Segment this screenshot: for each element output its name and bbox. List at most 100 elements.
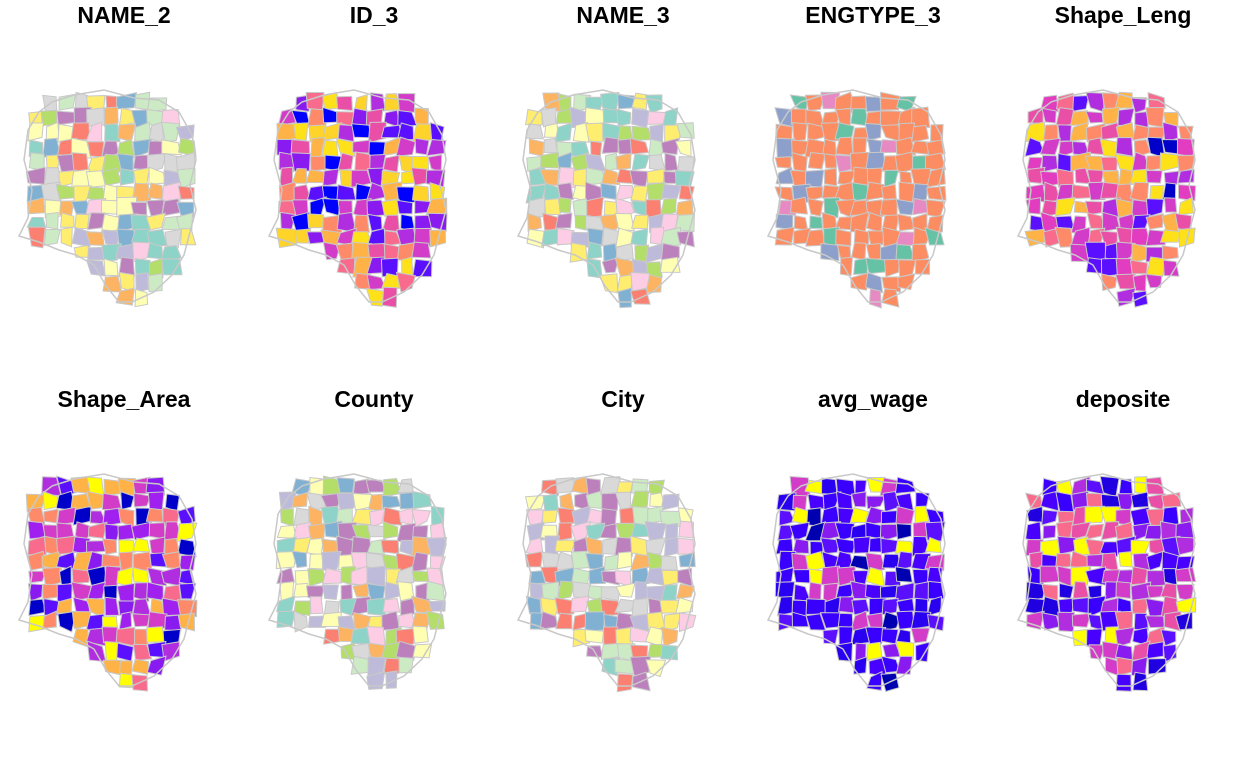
county-region <box>924 521 946 542</box>
county-region <box>413 227 433 247</box>
choropleth-map <box>17 473 198 692</box>
county-region <box>629 169 649 189</box>
county-region <box>599 213 621 233</box>
county-region <box>134 258 151 276</box>
county-region <box>675 597 694 614</box>
county-region <box>43 508 59 524</box>
county-region <box>554 122 573 143</box>
county-region <box>176 522 198 543</box>
county-region <box>1058 582 1074 599</box>
county-region <box>1084 523 1105 541</box>
map-panel-id-3: ID_3 <box>254 0 494 370</box>
county-region <box>1144 524 1164 540</box>
county-region <box>1116 656 1134 677</box>
county-region <box>1163 197 1178 213</box>
county-region <box>1146 641 1164 660</box>
province-outline <box>766 473 946 687</box>
county-region <box>1024 121 1047 142</box>
county-region <box>614 598 636 613</box>
county-region <box>1130 565 1149 586</box>
county-region <box>322 168 340 187</box>
county-region <box>793 214 809 231</box>
county-region <box>866 211 883 233</box>
county-region <box>1145 273 1163 289</box>
map-panel-shape-leng: Shape_Leng <box>1003 0 1243 370</box>
county-region <box>133 582 150 603</box>
county-region <box>555 212 573 229</box>
county-region <box>1041 107 1057 124</box>
county-region <box>645 659 667 678</box>
county-region <box>600 642 621 660</box>
county-region <box>276 524 297 540</box>
county-region <box>1178 196 1194 216</box>
panel-title: ENGTYPE_3 <box>805 2 941 28</box>
county-region <box>336 492 357 512</box>
county-region <box>896 213 916 232</box>
county-region <box>177 538 197 558</box>
map-panel-engtype-3: ENGTYPE_3 <box>753 0 993 370</box>
county-region <box>380 539 400 555</box>
county-region <box>177 505 196 528</box>
county-region <box>28 570 47 584</box>
county-region <box>381 286 398 308</box>
county-region <box>395 271 416 293</box>
county-region <box>163 537 181 557</box>
county-region <box>543 182 561 201</box>
county-region <box>365 287 384 307</box>
county-region <box>1069 550 1092 571</box>
county-region <box>864 626 887 647</box>
county-region <box>585 536 604 558</box>
county-region <box>675 199 694 216</box>
county-region <box>412 258 433 278</box>
county-region <box>1147 657 1167 675</box>
county-region <box>807 493 825 510</box>
county-region <box>1115 581 1132 600</box>
county-region <box>631 92 649 111</box>
province-outline <box>516 89 696 303</box>
county-region <box>381 272 400 290</box>
county-region <box>1116 287 1137 308</box>
county-region <box>396 199 414 215</box>
county-region <box>381 214 401 233</box>
county-region <box>616 108 632 127</box>
map-panel-name-2: NAME_2 <box>4 0 244 370</box>
county-region <box>74 213 90 230</box>
county-region <box>160 121 181 143</box>
panel-title: City <box>601 386 645 412</box>
county-region <box>776 595 793 617</box>
county-region <box>822 138 838 157</box>
county-region <box>1174 566 1197 583</box>
map-panel-deposite: deposite <box>1003 384 1243 754</box>
county-region <box>146 626 165 643</box>
county-region <box>1162 643 1178 663</box>
county-region <box>528 138 545 157</box>
county-region <box>835 537 856 554</box>
county-region <box>926 214 944 233</box>
county-region <box>291 550 308 569</box>
county-region <box>321 550 342 571</box>
county-region <box>791 611 810 628</box>
county-region <box>554 539 577 553</box>
county-region <box>557 522 573 542</box>
county-region <box>663 612 682 633</box>
county-region <box>587 227 604 247</box>
county-region <box>865 552 886 571</box>
county-region <box>367 656 387 677</box>
county-region <box>101 538 118 555</box>
county-region <box>677 156 695 173</box>
county-region <box>660 555 678 571</box>
county-region <box>616 673 634 693</box>
map-panel-city: City <box>503 384 743 754</box>
county-region <box>1087 613 1103 631</box>
county-region <box>676 583 696 600</box>
panel-title: NAME_2 <box>77 2 171 28</box>
choropleth-map <box>17 89 197 308</box>
county-region <box>1130 539 1151 556</box>
county-region <box>86 141 105 158</box>
county-region <box>71 226 91 248</box>
county-region <box>119 167 135 186</box>
county-region <box>1025 521 1042 543</box>
county-region <box>660 242 680 261</box>
county-region <box>586 196 604 219</box>
county-region <box>664 152 679 172</box>
